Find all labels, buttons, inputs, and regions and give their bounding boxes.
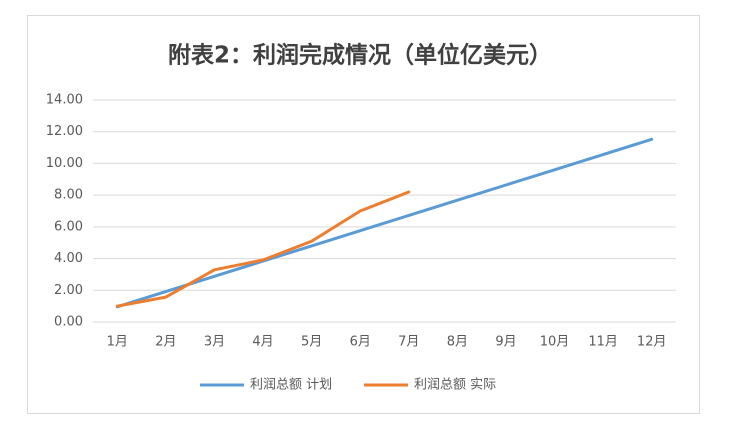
- chart-title: 附表2：利润完成情况（单位亿美元）: [168, 42, 552, 69]
- x-tick-label: 10月: [540, 335, 570, 350]
- x-tick-label: 5月: [301, 335, 322, 350]
- x-tick-label: 9月: [495, 335, 516, 350]
- series-line: [115, 137, 654, 309]
- series-line: [115, 190, 411, 308]
- y-tick-label: 0.00: [54, 315, 83, 330]
- y-tick-label: 12.00: [46, 124, 83, 139]
- y-tick-label: 14.00: [46, 93, 83, 108]
- chart-frame: [27, 15, 700, 414]
- y-tick-label: 2.00: [54, 283, 83, 298]
- x-tick-label: 4月: [252, 335, 273, 350]
- x-tick-label: 3月: [204, 335, 225, 350]
- y-tick-label: 10.00: [46, 156, 83, 171]
- x-tick-label: 7月: [398, 335, 419, 350]
- legend-label: 利润总额 计划: [250, 378, 332, 393]
- x-tick-label: 1月: [107, 335, 128, 350]
- y-tick-label: 6.00: [54, 219, 83, 234]
- x-tick-label: 8月: [447, 335, 468, 350]
- x-tick-label: 2月: [155, 335, 176, 350]
- x-tick-label: 12月: [637, 335, 667, 350]
- y-tick-label: 4.00: [54, 251, 83, 266]
- x-tick-label: 11月: [588, 335, 618, 350]
- y-tick-label: 8.00: [54, 188, 83, 203]
- x-tick-label: 6月: [350, 335, 371, 350]
- legend-label: 利润总额 实际: [414, 378, 496, 393]
